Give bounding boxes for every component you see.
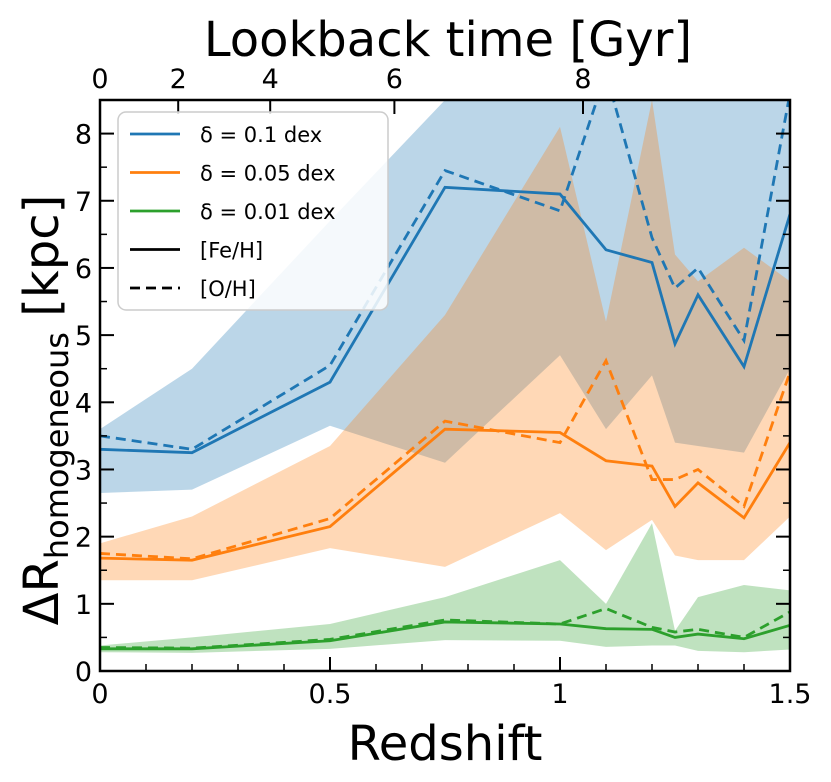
y-axis-label: ΔRhomogeneous [kpc] xyxy=(14,195,76,626)
legend-label: δ = 0.1 dex xyxy=(200,123,322,147)
x-tick-label: 1.5 xyxy=(769,679,812,710)
plot-frame xyxy=(98,98,792,673)
top-tick-label: 4 xyxy=(262,64,279,95)
top-tick-label: 6 xyxy=(386,64,403,95)
y-axis-label-main: ΔR xyxy=(14,559,70,625)
line-fe-h-series-1 xyxy=(100,185,790,455)
y-tick-label: 1 xyxy=(75,590,92,621)
y-axis-label-subscript: homogeneous xyxy=(38,332,76,559)
legend-label: δ = 0.05 dex xyxy=(200,162,336,186)
line-o-h-series-2 xyxy=(100,357,790,561)
legend-label: [Fe/H] xyxy=(200,239,263,263)
band-series-1 xyxy=(100,100,790,493)
legend: δ = 0.1 dex δ = 0.05 dex δ = 0.01 dex [Fe/H… xyxy=(117,111,389,311)
y-tick-label: 5 xyxy=(75,321,92,352)
top-axis-label: Lookback time [Gyr] xyxy=(204,12,692,68)
line-fe-h-series-2 xyxy=(100,427,790,562)
uncertainty-bands xyxy=(100,100,790,653)
top-tick-label: 2 xyxy=(170,64,187,95)
x-tick-label: 0.5 xyxy=(309,679,352,710)
x-tick-label: 0 xyxy=(91,679,108,710)
legend-frame xyxy=(117,111,389,311)
y-axis-label-unit: [kpc] xyxy=(14,195,70,332)
x-tick-label: 1 xyxy=(551,679,568,710)
y-tick-label: 8 xyxy=(75,120,92,151)
y-tick-label: 6 xyxy=(75,254,92,285)
line-o-h-series-3 xyxy=(100,607,790,650)
legend-label: [O/H] xyxy=(200,277,256,301)
y-tick-label: 2 xyxy=(75,523,92,554)
top-tick-label: 8 xyxy=(574,64,591,95)
band-series-3 xyxy=(100,523,790,653)
legend-label: δ = 0.01 dex xyxy=(200,200,336,224)
line-o-h-series-1 xyxy=(100,100,790,451)
y-tick-label: 0 xyxy=(75,657,92,688)
y-tick-label: 7 xyxy=(75,187,92,218)
y-tick-label: 4 xyxy=(75,388,92,419)
x-axis-label: Redshift xyxy=(348,716,543,772)
tick-labels: 0 0.5 1 1.5 0 1 2 3 4 5 6 7 8 0 2 4 6 8 xyxy=(75,64,812,710)
top-tick-label: 0 xyxy=(91,64,108,95)
series-lines xyxy=(100,100,790,651)
y-tick-label: 3 xyxy=(75,455,92,486)
band-series-2 xyxy=(100,100,790,581)
